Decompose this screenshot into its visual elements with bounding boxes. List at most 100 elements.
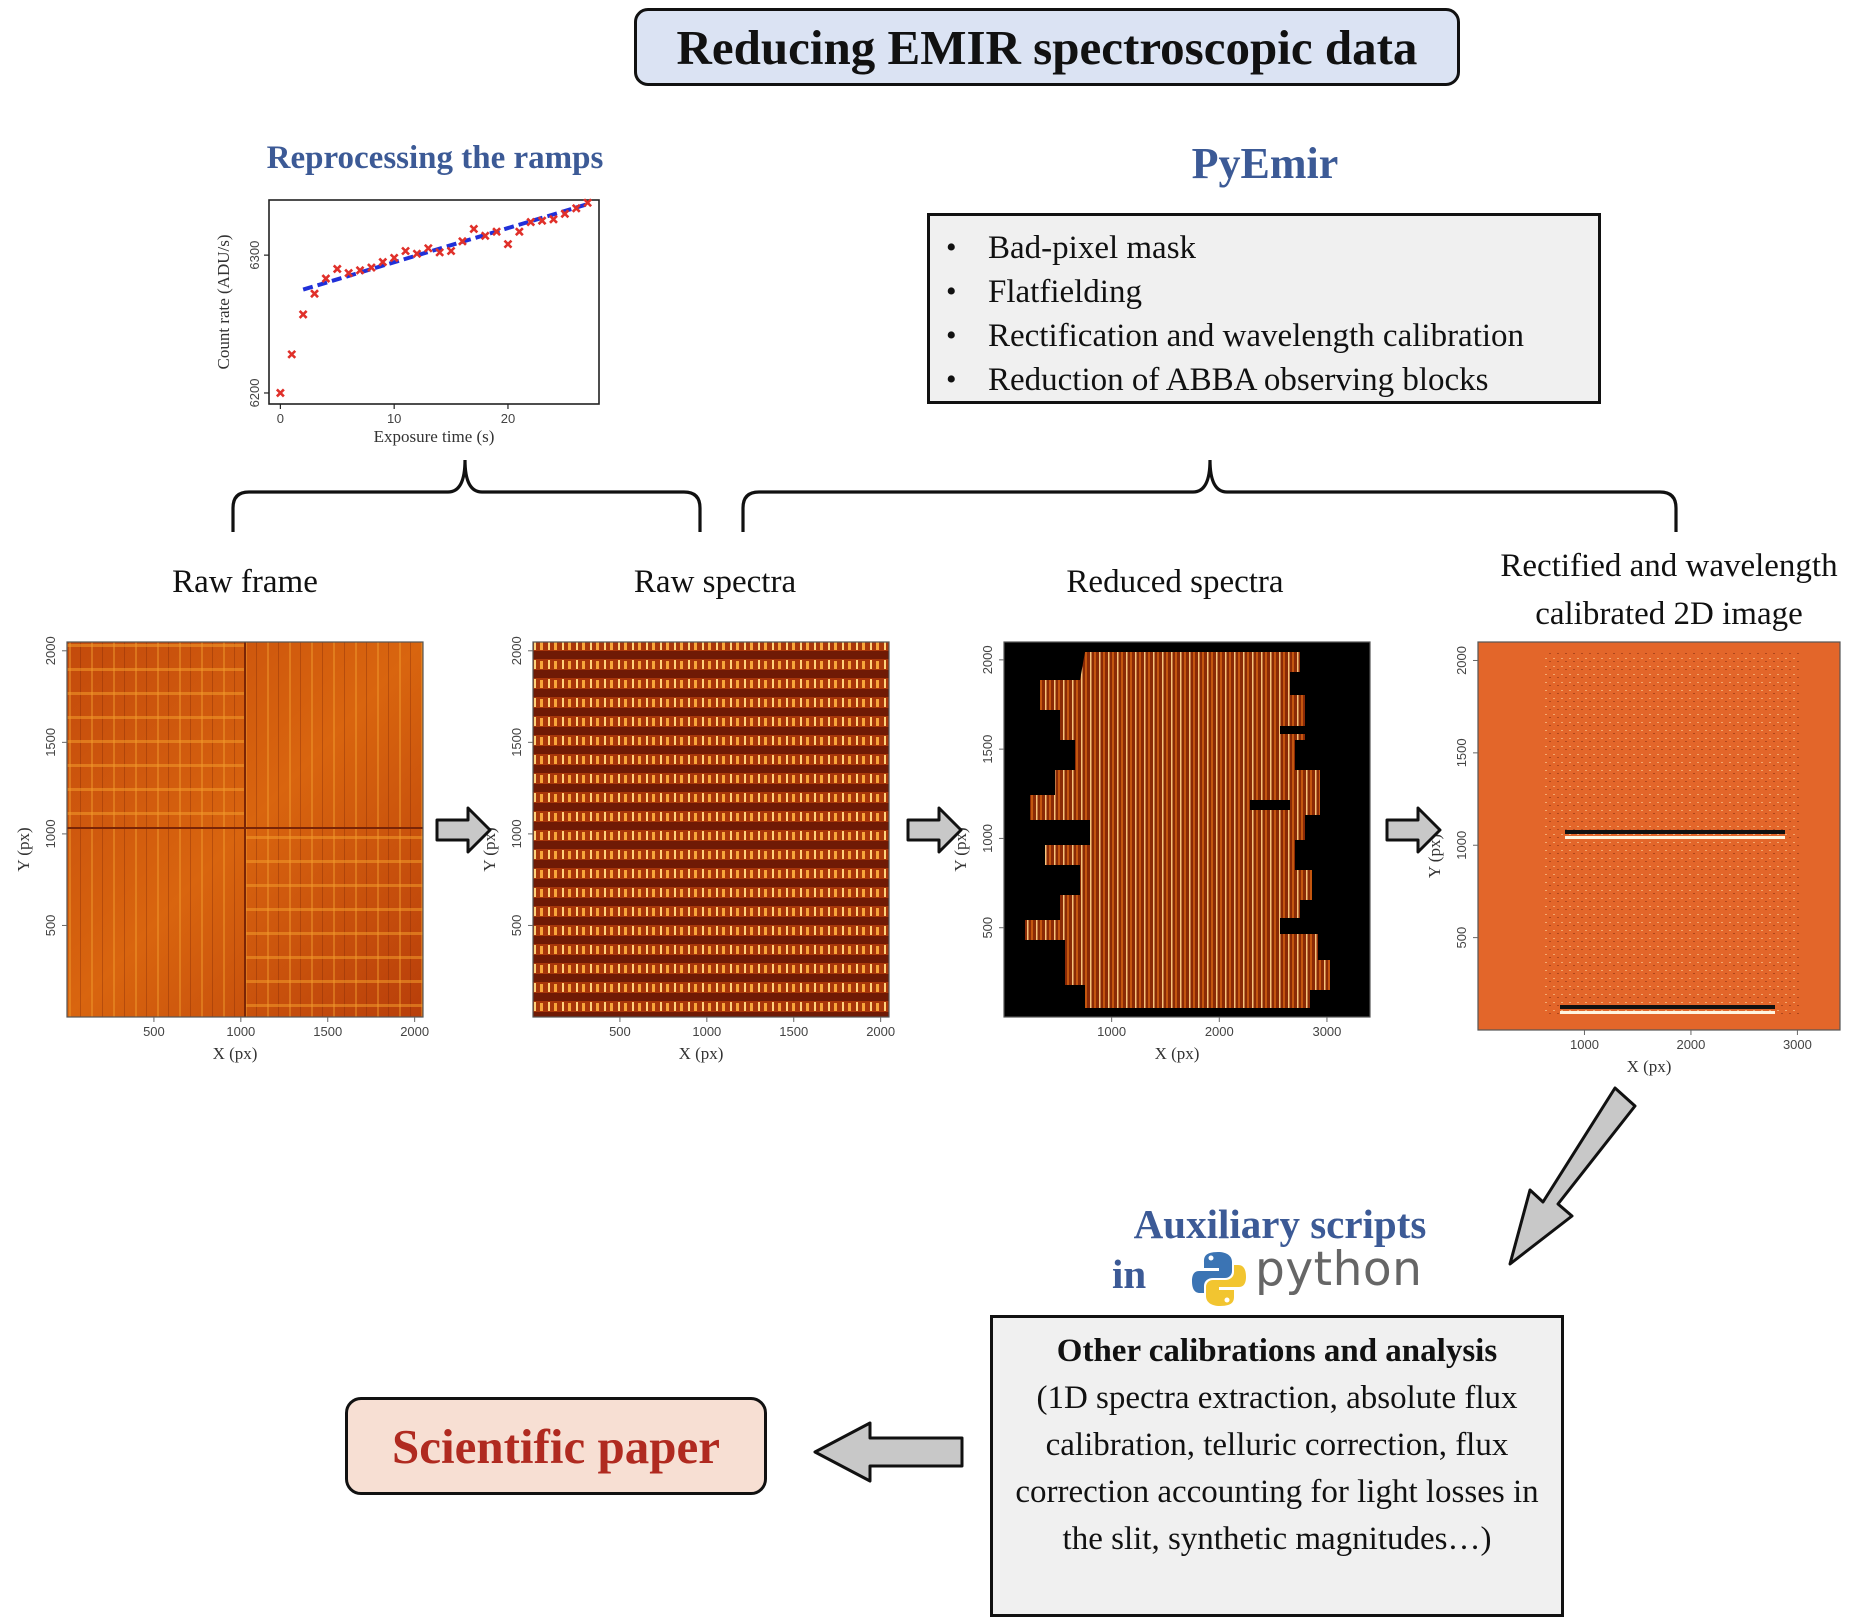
ramp-chart: 0 10 20 6200 6300 Exposure time (s) Count r…	[214, 198, 600, 446]
ramp-point	[423, 243, 433, 253]
ramp-x-axis-label: Exposure time (s)	[374, 427, 495, 446]
pyemir-step: Bad-pixel mask	[944, 226, 1582, 270]
panel-x-tick-label: 1500	[313, 1024, 342, 1039]
stage-label-raw-spectra: Raw spectra	[633, 564, 797, 600]
panel-y-tick-label: 1500	[509, 728, 524, 757]
arrow-diagonal	[1508, 1086, 1637, 1266]
ramp-point	[366, 263, 376, 272]
stage-label-rectified: Rectified and wavelength calibrated 2D i…	[1500, 548, 1838, 632]
ramp-point	[446, 246, 456, 256]
ramp-point	[412, 249, 422, 259]
panel-y-tick-label: 2000	[1454, 646, 1469, 675]
panel-x-tick-label: 1000	[1570, 1037, 1599, 1052]
ramp-point	[355, 265, 365, 275]
panel-x-tick-label: 2000	[1676, 1037, 1705, 1052]
pyemir-step: Flatfielding	[944, 270, 1582, 314]
ramp-x-tick-label: 20	[501, 411, 515, 426]
pyemir-step: Rectification and wavelength calibration	[944, 314, 1582, 358]
panel-rectified-image	[1477, 641, 1841, 1031]
panel-x-tick-label: 1000	[1097, 1024, 1126, 1039]
panel-raw-spectra	[532, 641, 890, 1018]
ramp-point	[480, 231, 490, 241]
panel-x-tick-label: 3000	[1783, 1037, 1812, 1052]
panel-x-tick-label: 500	[143, 1024, 165, 1039]
panel-x-axis-label: X (px)	[213, 1044, 258, 1063]
ramp-point	[332, 264, 342, 274]
panel-y-tick-label: 1500	[1454, 738, 1469, 767]
other-body: (1D spectra extraction, absolute flux ca…	[1015, 1380, 1539, 1557]
ramp-plot-frame	[268, 199, 600, 405]
ramp-x-tick-label: 0	[277, 411, 284, 426]
arrow-right-3	[1385, 806, 1442, 854]
ramp-point	[469, 224, 479, 234]
panel-x-tick-label: 2000	[400, 1024, 429, 1039]
ramp-y-tick-label: 6300	[247, 241, 262, 270]
raw-spectra-image	[533, 642, 889, 1017]
ramp-point	[458, 236, 467, 246]
stage-label-reduced-spectra: Reduced spectra	[1066, 564, 1284, 600]
ramp-points	[275, 198, 593, 398]
ramps-heading: Reprocessing the ramps	[266, 140, 604, 176]
panel-x-axis-label: X (px)	[679, 1044, 724, 1063]
ramp-x-ticks: 0 10 20	[277, 404, 515, 426]
ramp-point	[310, 289, 319, 299]
ramp-x-tick-label: 10	[387, 411, 401, 426]
panel-y-axis-label: Y (px)	[951, 827, 970, 871]
panel-y-tick-label: 1000	[1454, 831, 1469, 860]
ramp-y-tick-label: 6200	[247, 379, 262, 408]
python-logo-icon	[1192, 1252, 1246, 1306]
panel-y-tick-label: 500	[980, 917, 995, 939]
panel-axis-group: 500 1000 1500 2000 500 1000 1500 2000 X (px) Y (p…	[14, 636, 429, 1063]
panel-x-tick-label: 500	[609, 1024, 631, 1039]
ramp-point	[514, 227, 524, 237]
panel-x-axis-label: X (px)	[1155, 1044, 1200, 1063]
ramp-point	[537, 216, 547, 226]
ramp-point	[492, 227, 502, 237]
diagram-title: Reducing EMIR spectroscopic data	[634, 8, 1460, 86]
pyemir-step: Reduction of ABBA observing blocks	[944, 358, 1582, 402]
panel-axis-group: 500 1000 1500 2000 500 1000 1500 2000 X (px) Y (p…	[480, 636, 895, 1063]
panel-x-tick-label: 2000	[1205, 1024, 1234, 1039]
panel-y-tick-label: 1000	[43, 819, 58, 848]
ramp-point	[321, 274, 331, 283]
panel-y-tick-label: 2000	[980, 645, 995, 674]
arrow-right-2	[906, 806, 963, 854]
panel-raw-frame	[66, 641, 424, 1018]
panel-axes: 500 1000 1500 2000 500 1000 1500 2000 X (px) Y (p…	[14, 636, 1812, 1076]
scientific-paper-box: Scientific paper	[345, 1397, 767, 1495]
panel-y-tick-label: 500	[1454, 927, 1469, 949]
ramp-point	[344, 268, 354, 278]
rectified-dark-line-upper	[1565, 830, 1785, 834]
pyemir-steps-box: Bad-pixel mask Flatfielding Rectificatio…	[927, 213, 1601, 404]
panel-y-tick-label: 1500	[43, 728, 58, 757]
panel-y-tick-label: 500	[509, 915, 524, 937]
arrow-right-1	[435, 806, 492, 854]
panel-x-tick-label: 1000	[692, 1024, 721, 1039]
brace-ramps	[231, 459, 702, 532]
auxiliary-in: in	[1112, 1251, 1147, 1297]
panel-y-axis-label: Y (px)	[1425, 834, 1444, 878]
python-wordmark: python	[1255, 1242, 1423, 1297]
panel-reduced-spectra	[1003, 641, 1371, 1018]
ramp-point	[435, 247, 445, 257]
other-calibrations-box: Other calibrations and analysis (1D spec…	[990, 1315, 1564, 1617]
ramp-point	[560, 209, 570, 219]
stage-label-raw-frame: Raw frame	[172, 564, 318, 600]
ramp-point	[378, 257, 388, 267]
panel-x-tick-label: 2000	[866, 1024, 895, 1039]
ramp-y-ticks: 6200 6300	[247, 241, 269, 408]
panel-y-tick-label: 2000	[43, 636, 58, 665]
ramp-point	[571, 203, 581, 213]
panel-y-tick-label: 1000	[509, 819, 524, 848]
panel-x-tick-label: 1500	[779, 1024, 808, 1039]
ramp-y-axis-label: Count rate (ADU/s)	[214, 234, 233, 369]
panel-y-tick-label: 500	[43, 915, 58, 937]
rectified-dark-line-lower	[1560, 1005, 1775, 1009]
pyemir-heading: PyEmir	[1191, 139, 1339, 188]
ramp-point	[503, 239, 513, 249]
panel-x-tick-label: 1000	[226, 1024, 255, 1039]
ramp-point	[549, 214, 558, 224]
panel-axis-group: 1000 2000 3000 500 1000 1500 2000 X (px) Y (px)	[1425, 646, 1812, 1076]
brace-pyemir	[741, 459, 1678, 532]
